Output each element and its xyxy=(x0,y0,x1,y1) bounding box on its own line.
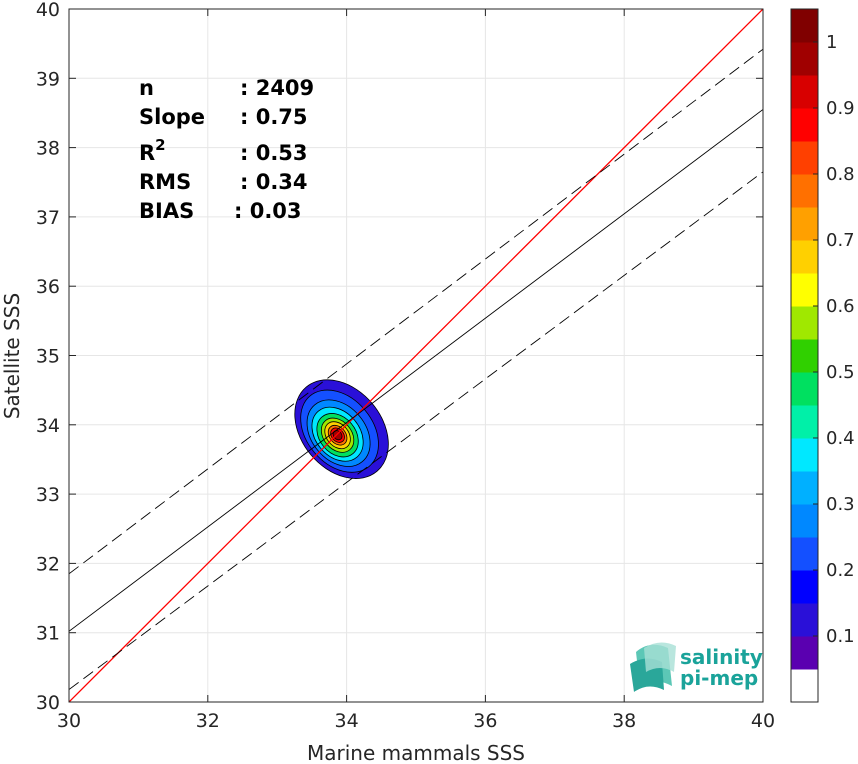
colorbar-tick-label: 0.7 xyxy=(826,230,855,251)
colorbar-segment xyxy=(791,174,818,208)
stat-value: : 2409 xyxy=(240,76,314,100)
colorbar-segment xyxy=(791,471,818,505)
x-tick-label: 40 xyxy=(751,710,775,732)
colorbar-segment xyxy=(791,372,818,406)
x-tick-label: 32 xyxy=(196,710,220,732)
colorbar-segment xyxy=(791,405,818,439)
x-tick-label: 34 xyxy=(335,710,359,732)
x-tick-label: 36 xyxy=(473,710,497,732)
colorbar-segment xyxy=(791,537,818,571)
line-identity xyxy=(69,9,763,702)
y-axis-label: Satellite SSS xyxy=(0,293,24,419)
stat-label: Slope xyxy=(139,105,205,129)
y-tick-label: 31 xyxy=(36,623,60,645)
stats-box: n : 2409 Slope : 0.75 R2 : 0.53 RMS : 0.34 BIAS:… xyxy=(139,76,314,223)
y-tick-label: 33 xyxy=(36,484,60,506)
colorbar-segment xyxy=(791,75,818,109)
colorbar-tick-label: 0.6 xyxy=(826,296,855,317)
colorbar-segment xyxy=(791,339,818,373)
x-axis-label: Marine mammals SSS xyxy=(307,741,525,764)
colorbar-tick-label: 0.3 xyxy=(826,494,855,515)
colorbar-tick-label: 0.4 xyxy=(826,428,855,449)
y-tick-label: 39 xyxy=(36,68,60,90)
y-axis-ticks: 30 31 32 33 34 35 36 37 38 39 40 xyxy=(36,0,763,714)
y-tick-label: 37 xyxy=(36,207,60,229)
x-tick-label: 30 xyxy=(57,710,81,732)
logo-mark-icon xyxy=(630,642,676,692)
y-tick-label: 36 xyxy=(36,276,60,298)
stat-value: : 0.75 xyxy=(240,105,308,129)
colorbar-tick-label: 0.9 xyxy=(826,98,855,119)
colorbar-tick-label: 0.5 xyxy=(826,362,855,383)
line-fit-upper xyxy=(69,48,763,575)
salinity-pimep-logo: salinity pi-mep xyxy=(630,642,763,692)
colorbar-tick-label: 1 xyxy=(826,32,837,53)
colorbar-tick-label: 0.1 xyxy=(826,626,855,647)
colorbar-tick-label: 0.2 xyxy=(826,560,855,581)
y-tick-label: 32 xyxy=(36,553,60,575)
colorbar: 0.1 0.2 0.3 0.4 0.5 0.6 0.7 0.8 0.9 1 xyxy=(790,8,855,703)
colorbar-segment xyxy=(791,42,818,76)
colorbar-segment xyxy=(791,207,818,241)
colorbar-segment xyxy=(791,240,818,274)
stat-label-superscript: 2 xyxy=(155,136,165,154)
colorbar-segment xyxy=(791,273,818,307)
colorbar-segment xyxy=(791,438,818,472)
colorbar-segment xyxy=(791,504,818,538)
stat-value: : 0.53 xyxy=(240,141,308,165)
colorbar-segment xyxy=(791,9,818,43)
stat-label: BIAS xyxy=(139,199,194,223)
y-tick-label: 34 xyxy=(36,415,60,437)
colorbar-segment xyxy=(791,603,818,637)
colorbar-segment xyxy=(791,669,818,703)
colorbar-segment xyxy=(791,570,818,604)
line-fit-lower xyxy=(69,171,763,690)
colorbar-frame xyxy=(790,8,819,703)
x-axis-ticks: 30 32 34 36 38 40 xyxy=(57,9,775,732)
stat-value: : 0.03 xyxy=(234,199,302,223)
line-fit xyxy=(69,109,763,632)
logo-line1: salinity xyxy=(680,645,763,669)
logo-line2: pi-mep xyxy=(680,666,758,690)
regression-lines xyxy=(69,9,763,702)
y-tick-label: 40 xyxy=(36,0,60,21)
y-tick-label: 35 xyxy=(36,346,60,368)
colorbar-tick-label: 0.8 xyxy=(826,164,855,185)
colorbar-segment xyxy=(791,141,818,175)
colorbar-segment xyxy=(791,306,818,340)
stat-label: n xyxy=(139,76,154,100)
stat-label: RMS xyxy=(139,170,191,194)
stat-value: : 0.34 xyxy=(240,170,308,194)
y-tick-label: 30 xyxy=(36,692,60,714)
stat-label: R2 xyxy=(139,136,166,165)
x-tick-label: 38 xyxy=(612,710,636,732)
colorbar-segment xyxy=(791,108,818,142)
y-tick-label: 38 xyxy=(36,138,60,160)
colorbar-segment xyxy=(791,636,818,670)
